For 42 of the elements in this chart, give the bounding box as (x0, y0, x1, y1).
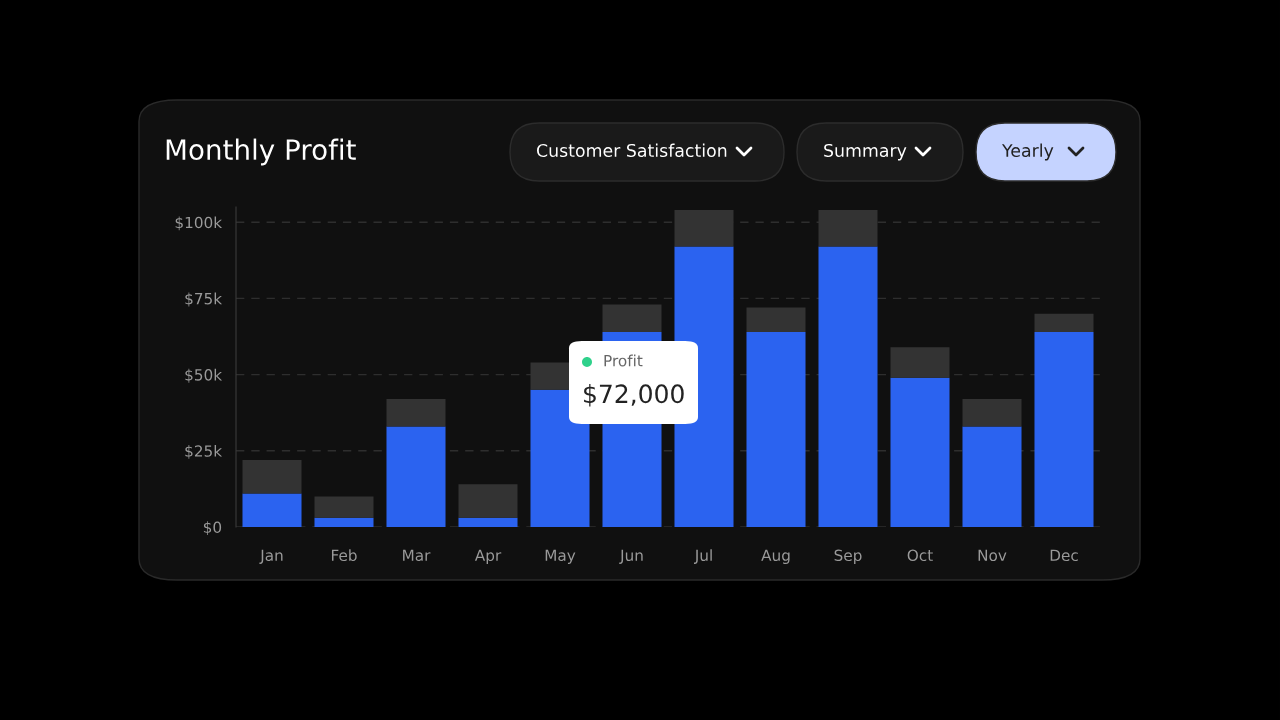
bar (818, 246, 878, 527)
x-tick-label: Aug (761, 549, 790, 565)
y-tick-label: $25k (185, 445, 223, 459)
bar (242, 493, 302, 527)
bar (602, 304, 662, 332)
x-tick-label: Feb (331, 549, 357, 562)
bar (1034, 313, 1094, 332)
y-tick-label: $100k (175, 216, 223, 231)
bar (674, 210, 734, 247)
annotation: $72,000 (584, 383, 684, 407)
text: Yearly (1001, 143, 1054, 161)
x-tick-label: Oct (907, 549, 933, 562)
y-tick-label: $50k (185, 368, 223, 383)
x-tick-label: Dec (1050, 549, 1078, 562)
bar (386, 399, 446, 427)
bar (962, 399, 1022, 427)
x-tick-label: Jan (259, 549, 283, 564)
x-tick-label: May (545, 549, 576, 565)
x-tick-label: Jun (619, 549, 643, 564)
y-tick-label: $0 (203, 521, 222, 536)
x-tick-label: Sep (834, 549, 862, 565)
bar (314, 517, 374, 527)
text: Customer Satisfaction (536, 143, 727, 158)
chart-title: Monthly Profit (166, 138, 356, 166)
bar (746, 307, 806, 332)
x-tick-label: Mar (403, 549, 431, 562)
y-tick-label: $75k (185, 292, 223, 307)
bar (890, 347, 950, 378)
bar (242, 459, 302, 494)
bar (962, 426, 1022, 527)
text: Summary (824, 143, 907, 161)
bar (314, 496, 374, 518)
bar (1034, 331, 1094, 527)
bar (458, 517, 518, 527)
bar (458, 484, 518, 518)
bar (890, 377, 950, 527)
bar (746, 331, 806, 527)
bar (386, 426, 446, 527)
x-tick-label: Jul (693, 549, 712, 564)
x-tick-label: Apr (474, 549, 502, 565)
x-tick-label: Nov (978, 549, 1007, 562)
annotation: Profit (604, 354, 643, 367)
